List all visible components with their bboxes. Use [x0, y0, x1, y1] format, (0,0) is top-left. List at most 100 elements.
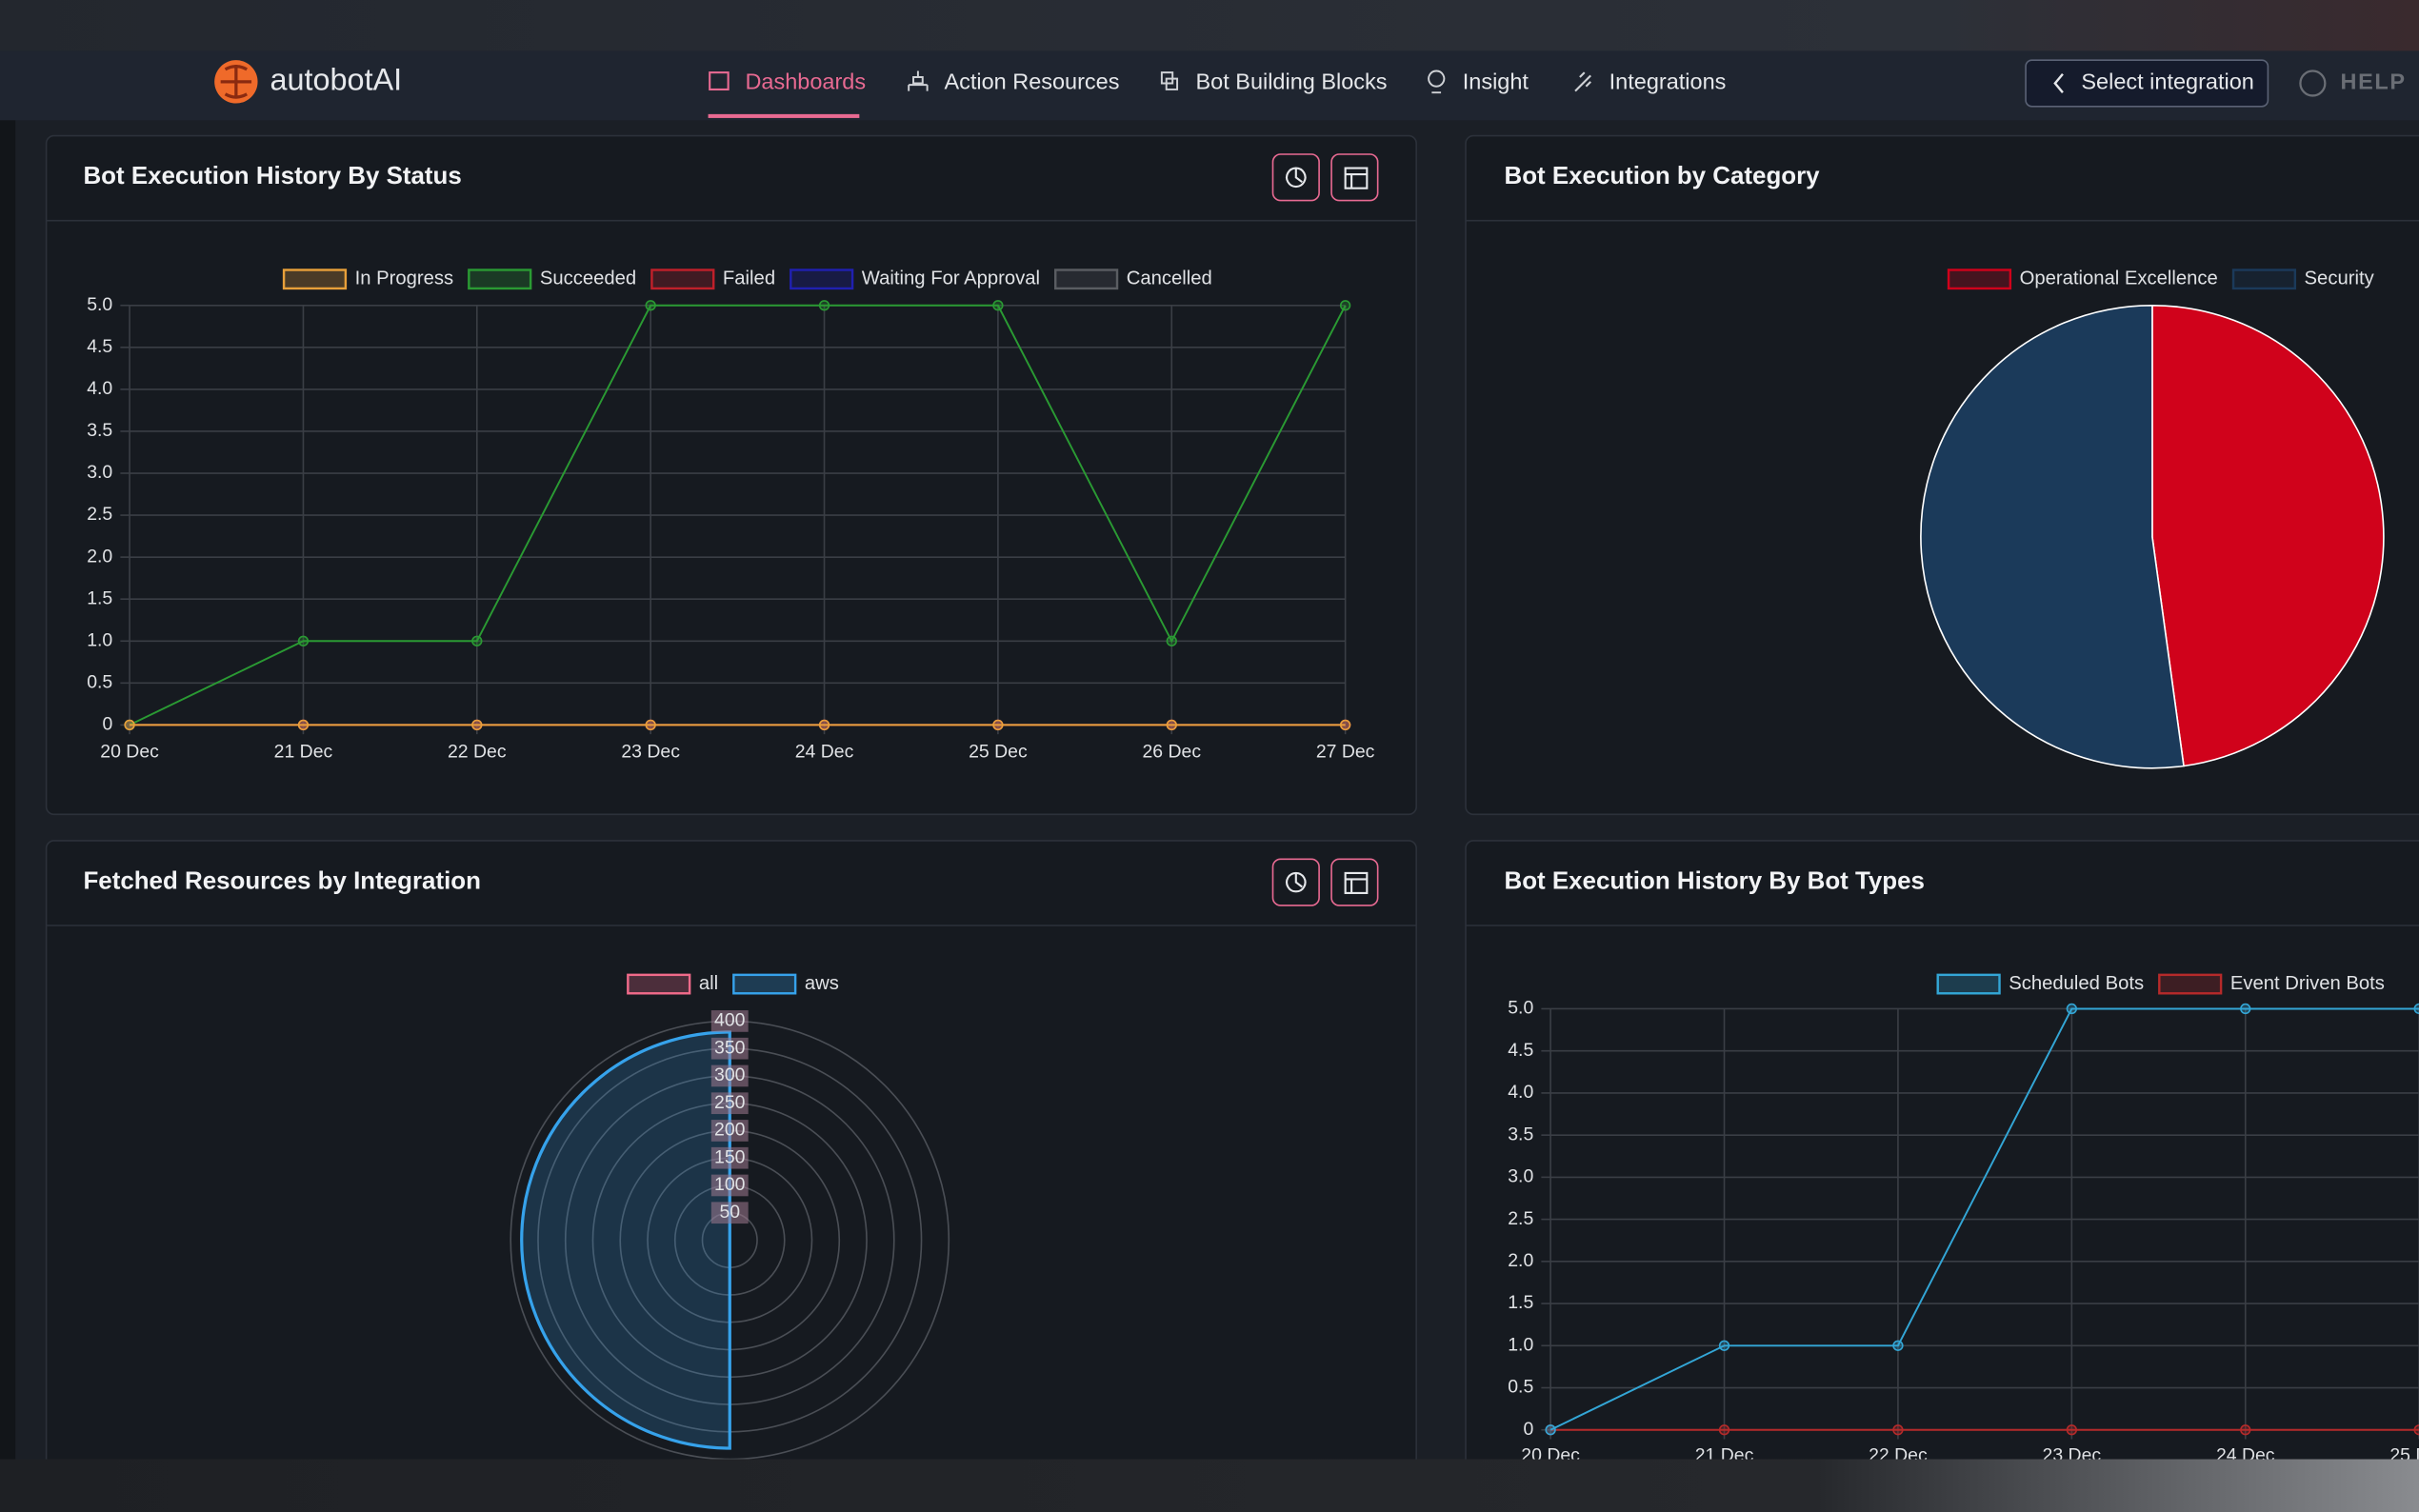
- series-line: [1549, 1007, 2419, 1431]
- r-tick-label: 300: [714, 1064, 746, 1085]
- legend-label: Event Driven Bots: [2230, 973, 2385, 994]
- y-tick-label: 1.5: [1508, 1292, 1533, 1313]
- y-tick-label: 2.0: [1508, 1250, 1533, 1271]
- r-tick-label: 50: [719, 1202, 740, 1223]
- data-point: [1545, 1424, 1556, 1436]
- tick-backdrop: [710, 1120, 749, 1142]
- nav-icon: [1160, 71, 1179, 90]
- data-point: [2413, 1424, 2419, 1436]
- y-tick-label: 5.0: [87, 294, 112, 315]
- logo: [214, 60, 258, 104]
- nav-item[interactable]: Insight: [1463, 70, 1529, 94]
- history-button[interactable]: [1271, 858, 1320, 906]
- data-point: [992, 719, 1004, 731]
- data-point: [2240, 1424, 2251, 1436]
- r-tick-label: 250: [714, 1092, 746, 1113]
- x-tick-label: 23 Dec: [621, 742, 680, 763]
- y-tick-label: 1.0: [1508, 1334, 1533, 1355]
- history-button[interactable]: [1271, 153, 1320, 202]
- side-strip: [0, 120, 16, 1460]
- nav-icon: [908, 70, 929, 91]
- data-point: [1339, 300, 1351, 311]
- data-point: [1892, 1424, 1904, 1436]
- pie-slice: [2151, 304, 2385, 767]
- data-point: [471, 719, 483, 731]
- r-tick-label: 150: [714, 1146, 746, 1167]
- legend-label: Cancelled: [1127, 269, 1212, 289]
- legend-swatch: [732, 973, 797, 995]
- nav-item[interactable]: Bot Building Blocks: [1196, 70, 1388, 94]
- data-point: [818, 300, 830, 311]
- y-tick-label: 1.0: [87, 629, 112, 650]
- legend-label: aws: [805, 973, 839, 994]
- help-icon[interactable]: [2299, 70, 2327, 97]
- legend-swatch: [1947, 269, 2012, 290]
- data-point: [1892, 1340, 1904, 1351]
- nav-item[interactable]: Dashboards: [745, 70, 866, 94]
- data-point: [297, 635, 310, 647]
- data-point: [2240, 1003, 2251, 1015]
- polar-segment: [520, 1030, 731, 1450]
- data-point: [471, 635, 483, 647]
- y-tick-label: 2.0: [87, 546, 112, 567]
- y-tick-label: 0.5: [1508, 1377, 1533, 1398]
- tick-backdrop: [710, 1064, 749, 1087]
- legend-swatch: [1936, 973, 2001, 995]
- x-tick-label: 24 Dec: [795, 742, 854, 763]
- legend-label: Waiting For Approval: [862, 269, 1040, 289]
- help-link[interactable]: HELP: [2341, 70, 2407, 94]
- table-button[interactable]: [1330, 153, 1379, 202]
- y-tick-label: 4.0: [1508, 1082, 1533, 1103]
- button-label: Select integration: [2081, 70, 2253, 94]
- nav-bar: [0, 50, 2419, 121]
- legend-label: In Progress: [355, 269, 454, 289]
- data-point: [1166, 635, 1177, 647]
- table-button[interactable]: [1330, 858, 1379, 906]
- nav-icon: [1574, 71, 1591, 92]
- x-tick-label: 26 Dec: [1142, 742, 1201, 763]
- r-tick-label: 350: [714, 1037, 746, 1058]
- tick-backdrop: [710, 1146, 749, 1169]
- legend-label: Operational Excellence: [2020, 269, 2218, 289]
- nav-icon: [1428, 70, 1446, 94]
- panel-title: Fetched Resources by Integration: [83, 867, 480, 894]
- series-line: [129, 304, 1347, 726]
- data-point: [1718, 1424, 1730, 1436]
- select-integration-button[interactable]: [2025, 59, 2269, 108]
- panel: Bot Execution History By Status: [45, 134, 1417, 816]
- tick-backdrop: [710, 1092, 749, 1115]
- y-tick-label: 0: [1523, 1419, 1533, 1440]
- data-point: [124, 719, 135, 731]
- x-tick-label: 25 Dec: [969, 742, 1028, 763]
- legend-label: Succeeded: [540, 269, 636, 289]
- data-point: [818, 719, 830, 731]
- legend-label: Failed: [723, 269, 775, 289]
- legend-swatch: [1054, 269, 1119, 290]
- y-tick-label: 3.5: [1508, 1124, 1533, 1144]
- legend-label: all: [699, 973, 718, 994]
- tick-backdrop: [710, 1037, 749, 1060]
- window-bar: [0, 0, 2419, 51]
- data-point: [2066, 1003, 2078, 1015]
- x-tick-label: 22 Dec: [448, 742, 507, 763]
- x-tick-label: 20 Dec: [100, 742, 159, 763]
- chevron-icon: [2053, 72, 2064, 93]
- tick-backdrop: [710, 1010, 749, 1032]
- legend-label: Security: [2305, 269, 2375, 289]
- legend-swatch: [650, 269, 715, 290]
- nav-item[interactable]: Action Resources: [944, 70, 1119, 94]
- data-point: [1339, 719, 1351, 731]
- tick-backdrop: [710, 1202, 749, 1224]
- panel-title: Bot Execution History By Status: [83, 163, 461, 189]
- legend-swatch: [468, 269, 532, 290]
- nav-item[interactable]: Integrations: [1609, 70, 1727, 94]
- y-tick-label: 2.5: [1508, 1208, 1533, 1229]
- y-tick-label: 2.5: [87, 504, 112, 525]
- nav-icon: [709, 71, 730, 91]
- legend-swatch: [2158, 973, 2223, 995]
- legend-swatch: [790, 269, 854, 290]
- x-tick-label: 21 Dec: [274, 742, 333, 763]
